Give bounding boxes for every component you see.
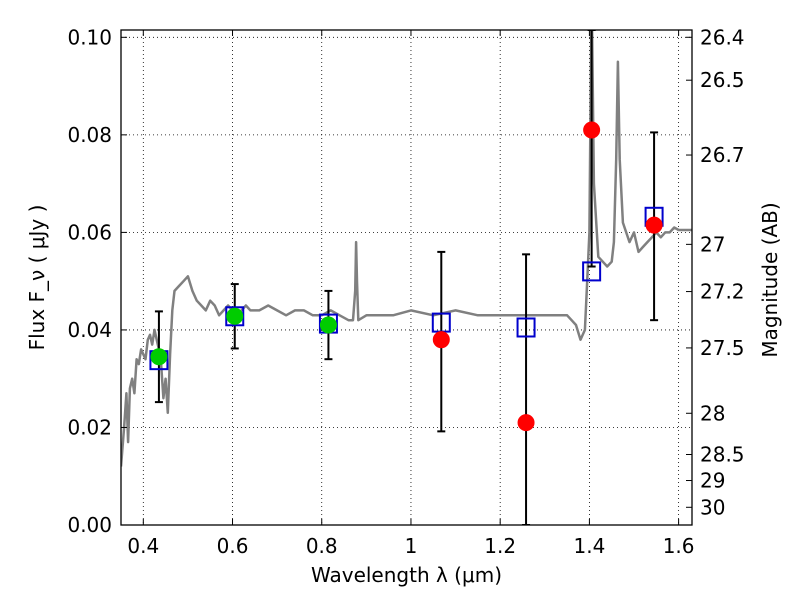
spectrum-series xyxy=(121,30,692,467)
magnitude-tick-label: 27 xyxy=(700,232,725,256)
y-tick-label: 0.08 xyxy=(67,123,112,147)
y-tick-label: 0.00 xyxy=(67,513,112,537)
spectrum-line xyxy=(121,30,692,467)
magnitude-tick-label: 28 xyxy=(700,401,725,425)
x-tick-label: 1.4 xyxy=(573,534,605,558)
nondetection-point xyxy=(517,414,535,432)
x-tick-label: 0.4 xyxy=(127,534,159,558)
nondetection-point xyxy=(583,121,601,139)
nondetection-point xyxy=(645,216,663,234)
y-axis-label: Flux F_ν ( μJy ) xyxy=(25,205,49,351)
y-tick-label: 0.04 xyxy=(67,318,112,342)
magnitude-tick-label: 26.5 xyxy=(700,68,745,92)
grid xyxy=(121,30,692,525)
x-tick-label: 1.2 xyxy=(484,534,516,558)
magnitude-tick-label: 28.5 xyxy=(700,443,745,467)
magnitude-tick-label: 26.7 xyxy=(700,143,745,167)
detection-point xyxy=(319,316,337,334)
detection-point xyxy=(150,348,168,366)
magnitude-axis-label: Magnitude (AB) xyxy=(758,202,782,357)
y-tick-label: 0.10 xyxy=(67,25,112,49)
plot-frame xyxy=(120,29,693,526)
magnitude-tick-label: 27.2 xyxy=(700,280,745,304)
y-tick-label: 0.06 xyxy=(67,220,112,244)
ticks: 0.4 0.6 0.8 1 1.2 1.4 1.6 0.00 0.02 0.04 0.06 0.08 0… xyxy=(67,25,744,558)
nondetection-point xyxy=(432,331,450,349)
magnitude-tick-label: 30 xyxy=(700,495,725,519)
x-tick-label: 1 xyxy=(405,534,418,558)
x-tick-label: 0.6 xyxy=(217,534,249,558)
magnitude-tick-label: 26.4 xyxy=(700,25,745,49)
magnitude-tick-label: 27.5 xyxy=(700,336,745,360)
x-tick-label: 0.8 xyxy=(306,534,338,558)
model-square xyxy=(516,317,536,338)
x-tick-label: 1.6 xyxy=(663,534,695,558)
magnitude-tick-label: 29 xyxy=(700,469,725,493)
detection-point xyxy=(226,307,244,325)
y-tick-label: 0.02 xyxy=(67,415,112,439)
model-square xyxy=(582,261,602,282)
x-axis-label: Wavelength λ (μm) xyxy=(311,563,502,587)
measured-points xyxy=(150,121,663,432)
